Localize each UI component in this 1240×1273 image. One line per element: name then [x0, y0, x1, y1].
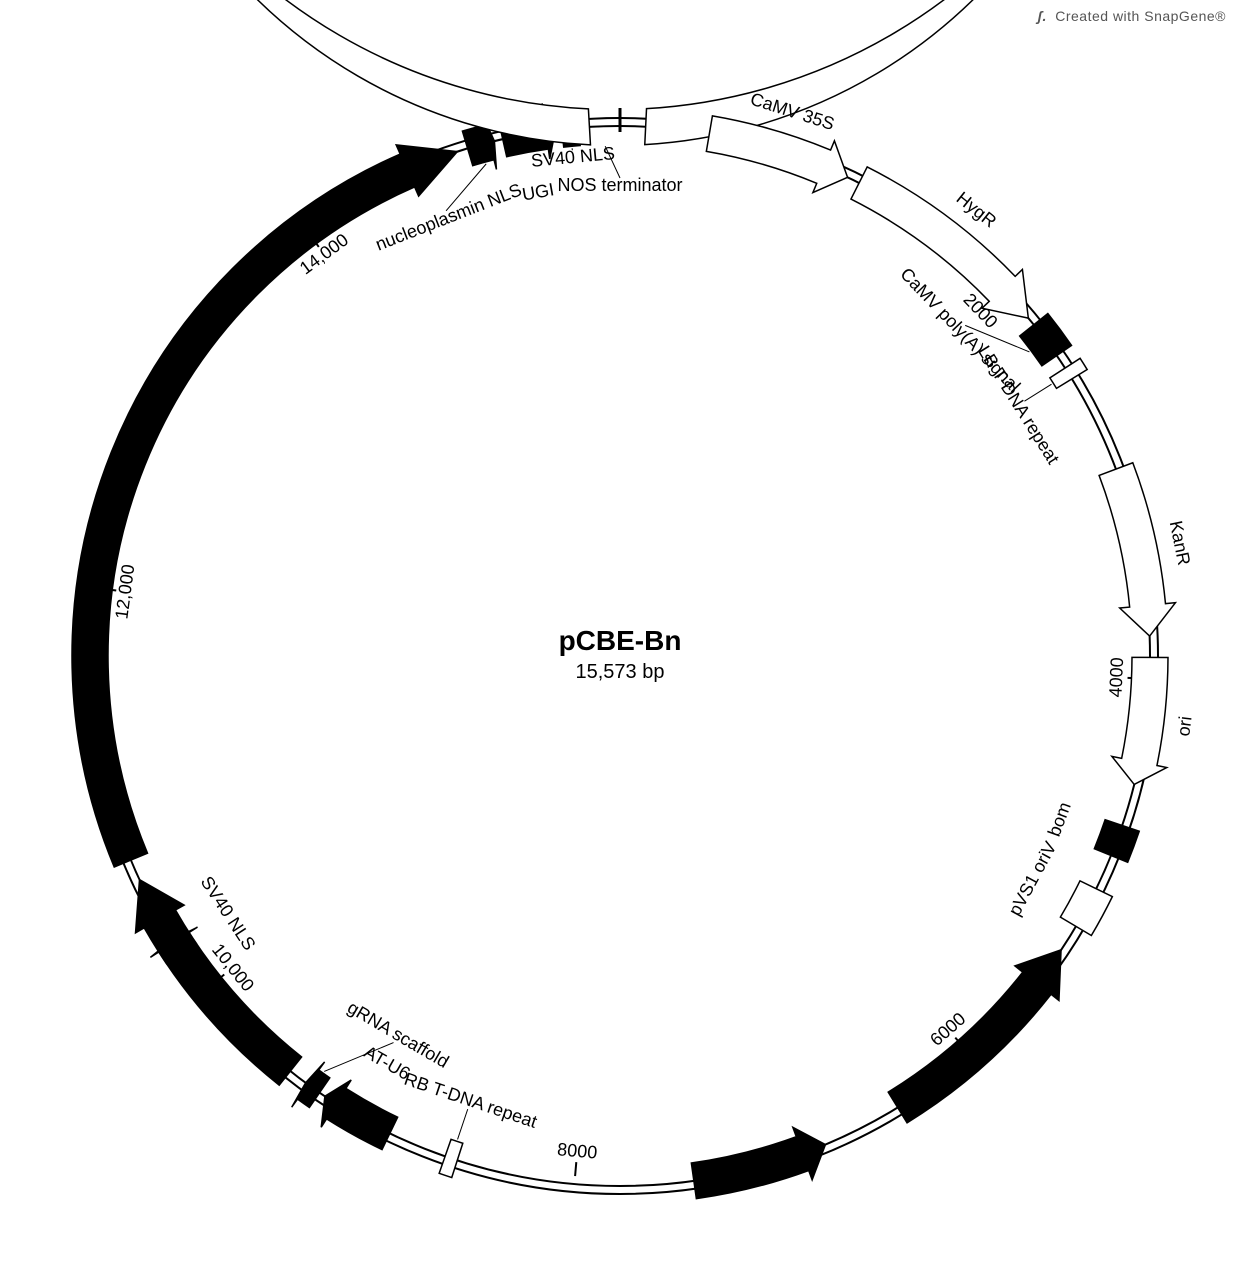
feature-nos-terminator — [67, 0, 1163, 145]
feature-label-bom: bom — [1044, 799, 1075, 839]
feature-label-hygr: HygR — [953, 188, 1001, 232]
label-leader — [458, 1109, 468, 1139]
feature-label-ori: ori — [1173, 715, 1195, 737]
feature-label-pvs1-oriv: pVS1 oriV — [1004, 838, 1060, 919]
feature-label-ugi: UGI — [521, 179, 556, 204]
label-leader — [1024, 384, 1051, 401]
feature-label-sv40-nls: SV40 NLS — [197, 873, 260, 954]
feature-at-u6 — [321, 1080, 397, 1150]
snapgene-logo-glyph: ʃ. — [1037, 8, 1046, 24]
feature-label-rb-t-dna-repeat: RB T-DNA repeat — [402, 1069, 540, 1132]
feature-kanr — [1099, 463, 1175, 636]
feature-label-kanr: KanR — [1166, 519, 1195, 567]
feature-lb-t-dna-repeat — [1050, 358, 1087, 388]
feature-label-pvs1-repa: pVS1 RepA — [947, 996, 1028, 1076]
scale-label: 4000 — [1105, 657, 1127, 698]
plasmid-name: pCBE-Bn — [559, 625, 682, 656]
plasmid-map: 200040006000800010,00012,00014,000Cas9(D… — [0, 0, 1240, 1273]
feature-label-nos-terminator: NOS terminator — [557, 175, 682, 195]
feature-camv-poly-a-signal — [1020, 314, 1072, 366]
feature-bom — [1094, 820, 1139, 863]
scale-tick — [575, 1162, 576, 1176]
scale-label: 8000 — [556, 1139, 598, 1162]
watermark-text: Created with SnapGene® — [1055, 8, 1226, 24]
feature-cas9-d10a- — [72, 145, 457, 867]
watermark: ʃ. Created with SnapGene® — [1037, 8, 1226, 24]
feature-rb-t-dna-repeat — [439, 1139, 463, 1177]
plasmid-length: 15,573 bp — [576, 661, 665, 683]
